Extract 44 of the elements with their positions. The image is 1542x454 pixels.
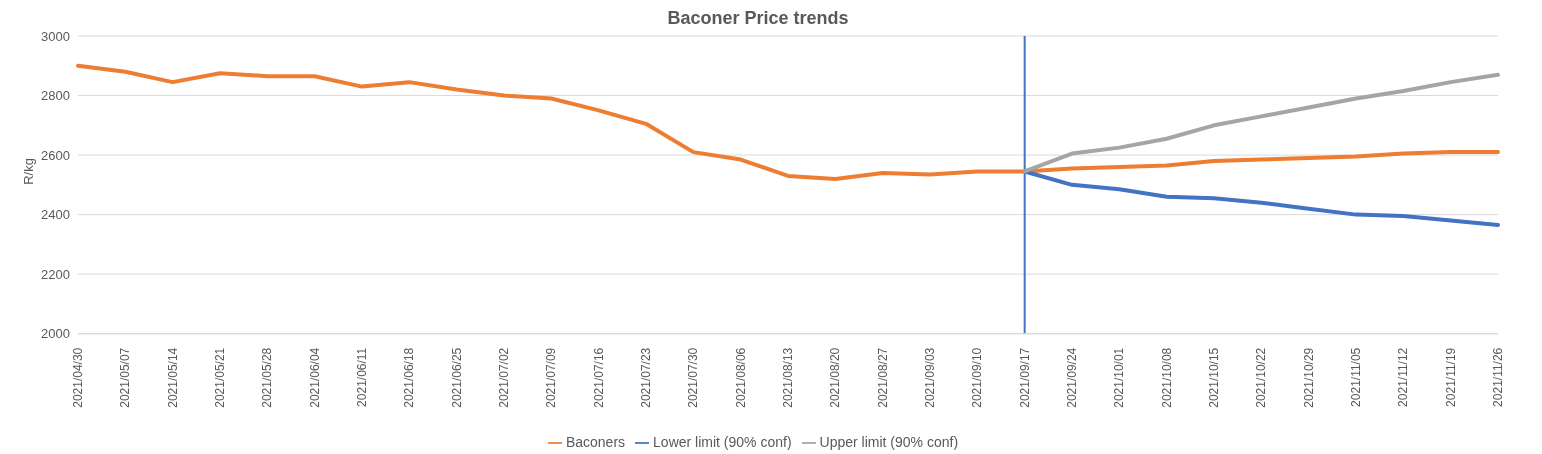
- line-series: [1022, 72, 1500, 174]
- x-tick-label: 2021/05/21: [213, 347, 227, 408]
- y-tick-label: 2000: [41, 326, 70, 342]
- x-tick-label: 2021/06/18: [402, 347, 417, 408]
- x-tick-label: 2021/10/29: [1301, 347, 1316, 408]
- y-tick-label: 2600: [41, 147, 70, 163]
- y-tick-label: 3000: [41, 28, 70, 44]
- x-tick-label: 2021/10/15: [1207, 347, 1221, 408]
- legend-label: Upper limit (90% conf): [819, 433, 959, 450]
- x-tick-label: 2021/09/03: [923, 347, 937, 408]
- x-tick-label: 2021/07/09: [544, 347, 559, 408]
- x-tick-label: 2021/06/11: [355, 347, 369, 407]
- x-tick-label: 2021/09/17: [1017, 347, 1032, 408]
- x-tick-label: 2021/11/12: [1396, 347, 1411, 407]
- y-tick-label: 2800: [41, 88, 70, 104]
- x-tick-label: 2021/11/19: [1443, 347, 1458, 407]
- x-tick-label: 2021/07/16: [591, 347, 606, 408]
- x-tick-label: 2021/05/28: [260, 347, 275, 408]
- chart-title: Baconer Price trends: [666, 8, 850, 30]
- x-tick-label: 2021/11/26: [1491, 347, 1505, 407]
- x-tick-label: 2021/05/14: [165, 347, 180, 408]
- line-series: [76, 63, 1500, 181]
- x-tick-label: 2021/09/10: [970, 347, 985, 408]
- y-tick-label: 2200: [41, 266, 70, 282]
- x-tick-label: 2021/08/20: [828, 347, 843, 408]
- x-tick-label: 2021/09/24: [1065, 347, 1079, 408]
- legend-label: Baconers: [565, 433, 626, 450]
- x-tick-label: 2021/08/06: [733, 347, 748, 408]
- x-tick-label: 2021/06/25: [449, 347, 464, 408]
- x-tick-label: 2021/11/05: [1349, 347, 1363, 407]
- x-tick-label: 2021/08/13: [781, 347, 795, 408]
- x-tick-label: 2021/07/02: [497, 347, 511, 408]
- x-tick-label: 2021/10/22: [1254, 347, 1269, 408]
- x-tick-label: 2021/10/01: [1112, 347, 1127, 408]
- y-tick-label: 2400: [41, 207, 70, 223]
- x-tick-label: 2021/10/08: [1159, 347, 1174, 408]
- x-tick-label: 2021/04/30: [71, 347, 85, 408]
- x-tick-label: 2021/07/23: [639, 347, 653, 408]
- x-tick-label: 2021/05/07: [118, 347, 133, 408]
- x-tick-label: 2021/08/27: [875, 347, 890, 408]
- legend-label: Lower limit (90% conf): [653, 433, 792, 450]
- y-axis-title: R/kg: [20, 158, 36, 185]
- x-tick-label: 2021/06/04: [307, 347, 322, 408]
- x-tick-label: 2021/07/30: [686, 347, 701, 408]
